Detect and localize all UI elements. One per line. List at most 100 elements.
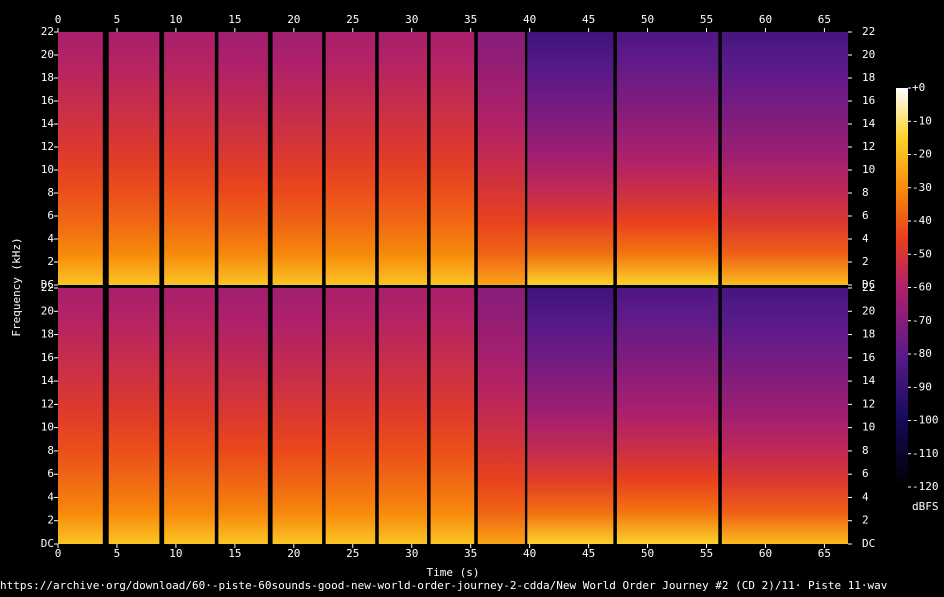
spectrogram-segment xyxy=(721,32,848,285)
colorbar xyxy=(896,88,908,487)
x-tick-label: 50 xyxy=(641,13,654,26)
colorbar-tick-label: -20 xyxy=(912,148,932,161)
spectrogram-segment xyxy=(218,288,268,544)
spectrogram-segment xyxy=(527,288,614,544)
colorbar-tick-label: -70 xyxy=(912,314,932,327)
y-tick-label: 6 xyxy=(47,467,54,480)
x-tick-label: 25 xyxy=(346,547,359,560)
y-tick-label: 16 xyxy=(862,351,875,364)
spectrogram-segment xyxy=(164,288,215,544)
spectrogram-segment xyxy=(430,32,475,285)
y-tick-label: 22 xyxy=(862,281,875,294)
x-tick-label: 60 xyxy=(759,13,772,26)
x-tick-label: 50 xyxy=(641,547,654,560)
y-tick-label: 2 xyxy=(47,255,54,268)
y-tick-label: 12 xyxy=(862,140,875,153)
y-tick-label: 22 xyxy=(41,25,54,38)
spectrogram-segment xyxy=(527,32,614,285)
y-tick-label: 10 xyxy=(41,421,54,434)
y-tick-label: 4 xyxy=(862,232,869,245)
y-tick-label: 6 xyxy=(862,209,869,222)
x-tick-label: 30 xyxy=(405,547,418,560)
x-tick-label: 40 xyxy=(523,547,536,560)
y-tick-label: 8 xyxy=(862,444,869,457)
y-tick-label: DC xyxy=(862,537,875,550)
colorbar-tick-label: -50 xyxy=(912,247,932,260)
spectrogram-segment xyxy=(58,32,103,285)
spectrogram-segment xyxy=(616,32,719,285)
colorbar-label: dBFS xyxy=(912,500,939,513)
colorbar-tick-label: -40 xyxy=(912,214,932,227)
x-tick-label: 65 xyxy=(818,547,831,560)
y-tick-label: 12 xyxy=(41,140,54,153)
x-tick-label: 10 xyxy=(169,547,182,560)
x-tick-label: 55 xyxy=(700,13,713,26)
y-tick-label: DC xyxy=(41,537,54,550)
y-tick-label: 12 xyxy=(41,397,54,410)
spectrogram-segment xyxy=(108,32,160,285)
x-tick-label: 5 xyxy=(114,13,121,26)
spectrogram-segment xyxy=(58,288,103,544)
spectrogram-segment xyxy=(325,32,376,285)
spectrogram-segment xyxy=(218,32,268,285)
x-tick-label: 60 xyxy=(759,547,772,560)
y-tick-label: 14 xyxy=(41,374,55,387)
y-tick-label: 10 xyxy=(862,421,875,434)
colorbar-tick-label: +0 xyxy=(912,81,925,94)
x-axis-label: Time (s) xyxy=(427,566,480,579)
x-tick-label: 15 xyxy=(228,547,241,560)
y-axis-label: Frequency (kHz) xyxy=(10,237,23,336)
y-tick-label: 4 xyxy=(862,490,869,503)
y-tick-label: 10 xyxy=(41,163,54,176)
x-tick-label: 0 xyxy=(55,547,62,560)
y-tick-label: 2 xyxy=(47,514,54,527)
spectrogram-segment xyxy=(477,288,525,544)
x-tick-label: 20 xyxy=(287,13,300,26)
colorbar-tick-label: -90 xyxy=(912,380,932,393)
y-tick-label: 22 xyxy=(41,281,54,294)
y-tick-label: 8 xyxy=(862,186,869,199)
colorbar-tick-label: -120 xyxy=(912,480,939,493)
x-tick-label: 30 xyxy=(405,13,418,26)
x-tick-label: 0 xyxy=(55,13,62,26)
x-tick-label: 45 xyxy=(582,13,595,26)
spectrogram-segment xyxy=(477,32,525,285)
y-tick-label: DC xyxy=(862,278,875,291)
y-tick-label: 10 xyxy=(862,163,875,176)
x-tick-label: 35 xyxy=(464,547,477,560)
colorbar-tick-label: -110 xyxy=(912,447,939,460)
source-url: https://archive·org/download/60·-piste-6… xyxy=(0,579,888,592)
colorbar-tick-label: -100 xyxy=(912,414,939,427)
y-tick-label: 8 xyxy=(47,444,54,457)
spectrogram-segment xyxy=(378,288,428,544)
colorbar-tick-label: -30 xyxy=(912,181,932,194)
y-tick-label: 2 xyxy=(862,255,869,268)
y-tick-label: 4 xyxy=(47,232,54,245)
y-tick-label: 22 xyxy=(862,25,875,38)
colorbar-tick-label: -80 xyxy=(912,347,932,360)
y-tick-label: 14 xyxy=(41,117,55,130)
spectrogram-segment xyxy=(378,32,428,285)
y-tick-label: 14 xyxy=(862,374,876,387)
y-tick-label: 16 xyxy=(41,351,54,364)
y-tick-label: 18 xyxy=(41,328,54,341)
x-tick-label: 20 xyxy=(287,547,300,560)
y-tick-label: 8 xyxy=(47,186,54,199)
y-tick-label: 18 xyxy=(41,71,54,84)
y-tick-label: 6 xyxy=(47,209,54,222)
spectrogram-segment xyxy=(108,288,160,544)
y-tick-label: 16 xyxy=(862,94,875,107)
y-tick-label: 6 xyxy=(862,467,869,480)
x-tick-label: 25 xyxy=(346,13,359,26)
x-tick-label: 65 xyxy=(818,13,831,26)
y-tick-label: 16 xyxy=(41,94,54,107)
y-tick-label: 2 xyxy=(862,514,869,527)
x-tick-label: 35 xyxy=(464,13,477,26)
x-tick-label: 55 xyxy=(700,547,713,560)
y-tick-label: 20 xyxy=(862,48,875,61)
y-tick-label: 18 xyxy=(862,328,875,341)
spectrogram-segment xyxy=(164,32,215,285)
x-tick-label: 5 xyxy=(114,547,121,560)
x-tick-label: 40 xyxy=(523,13,536,26)
